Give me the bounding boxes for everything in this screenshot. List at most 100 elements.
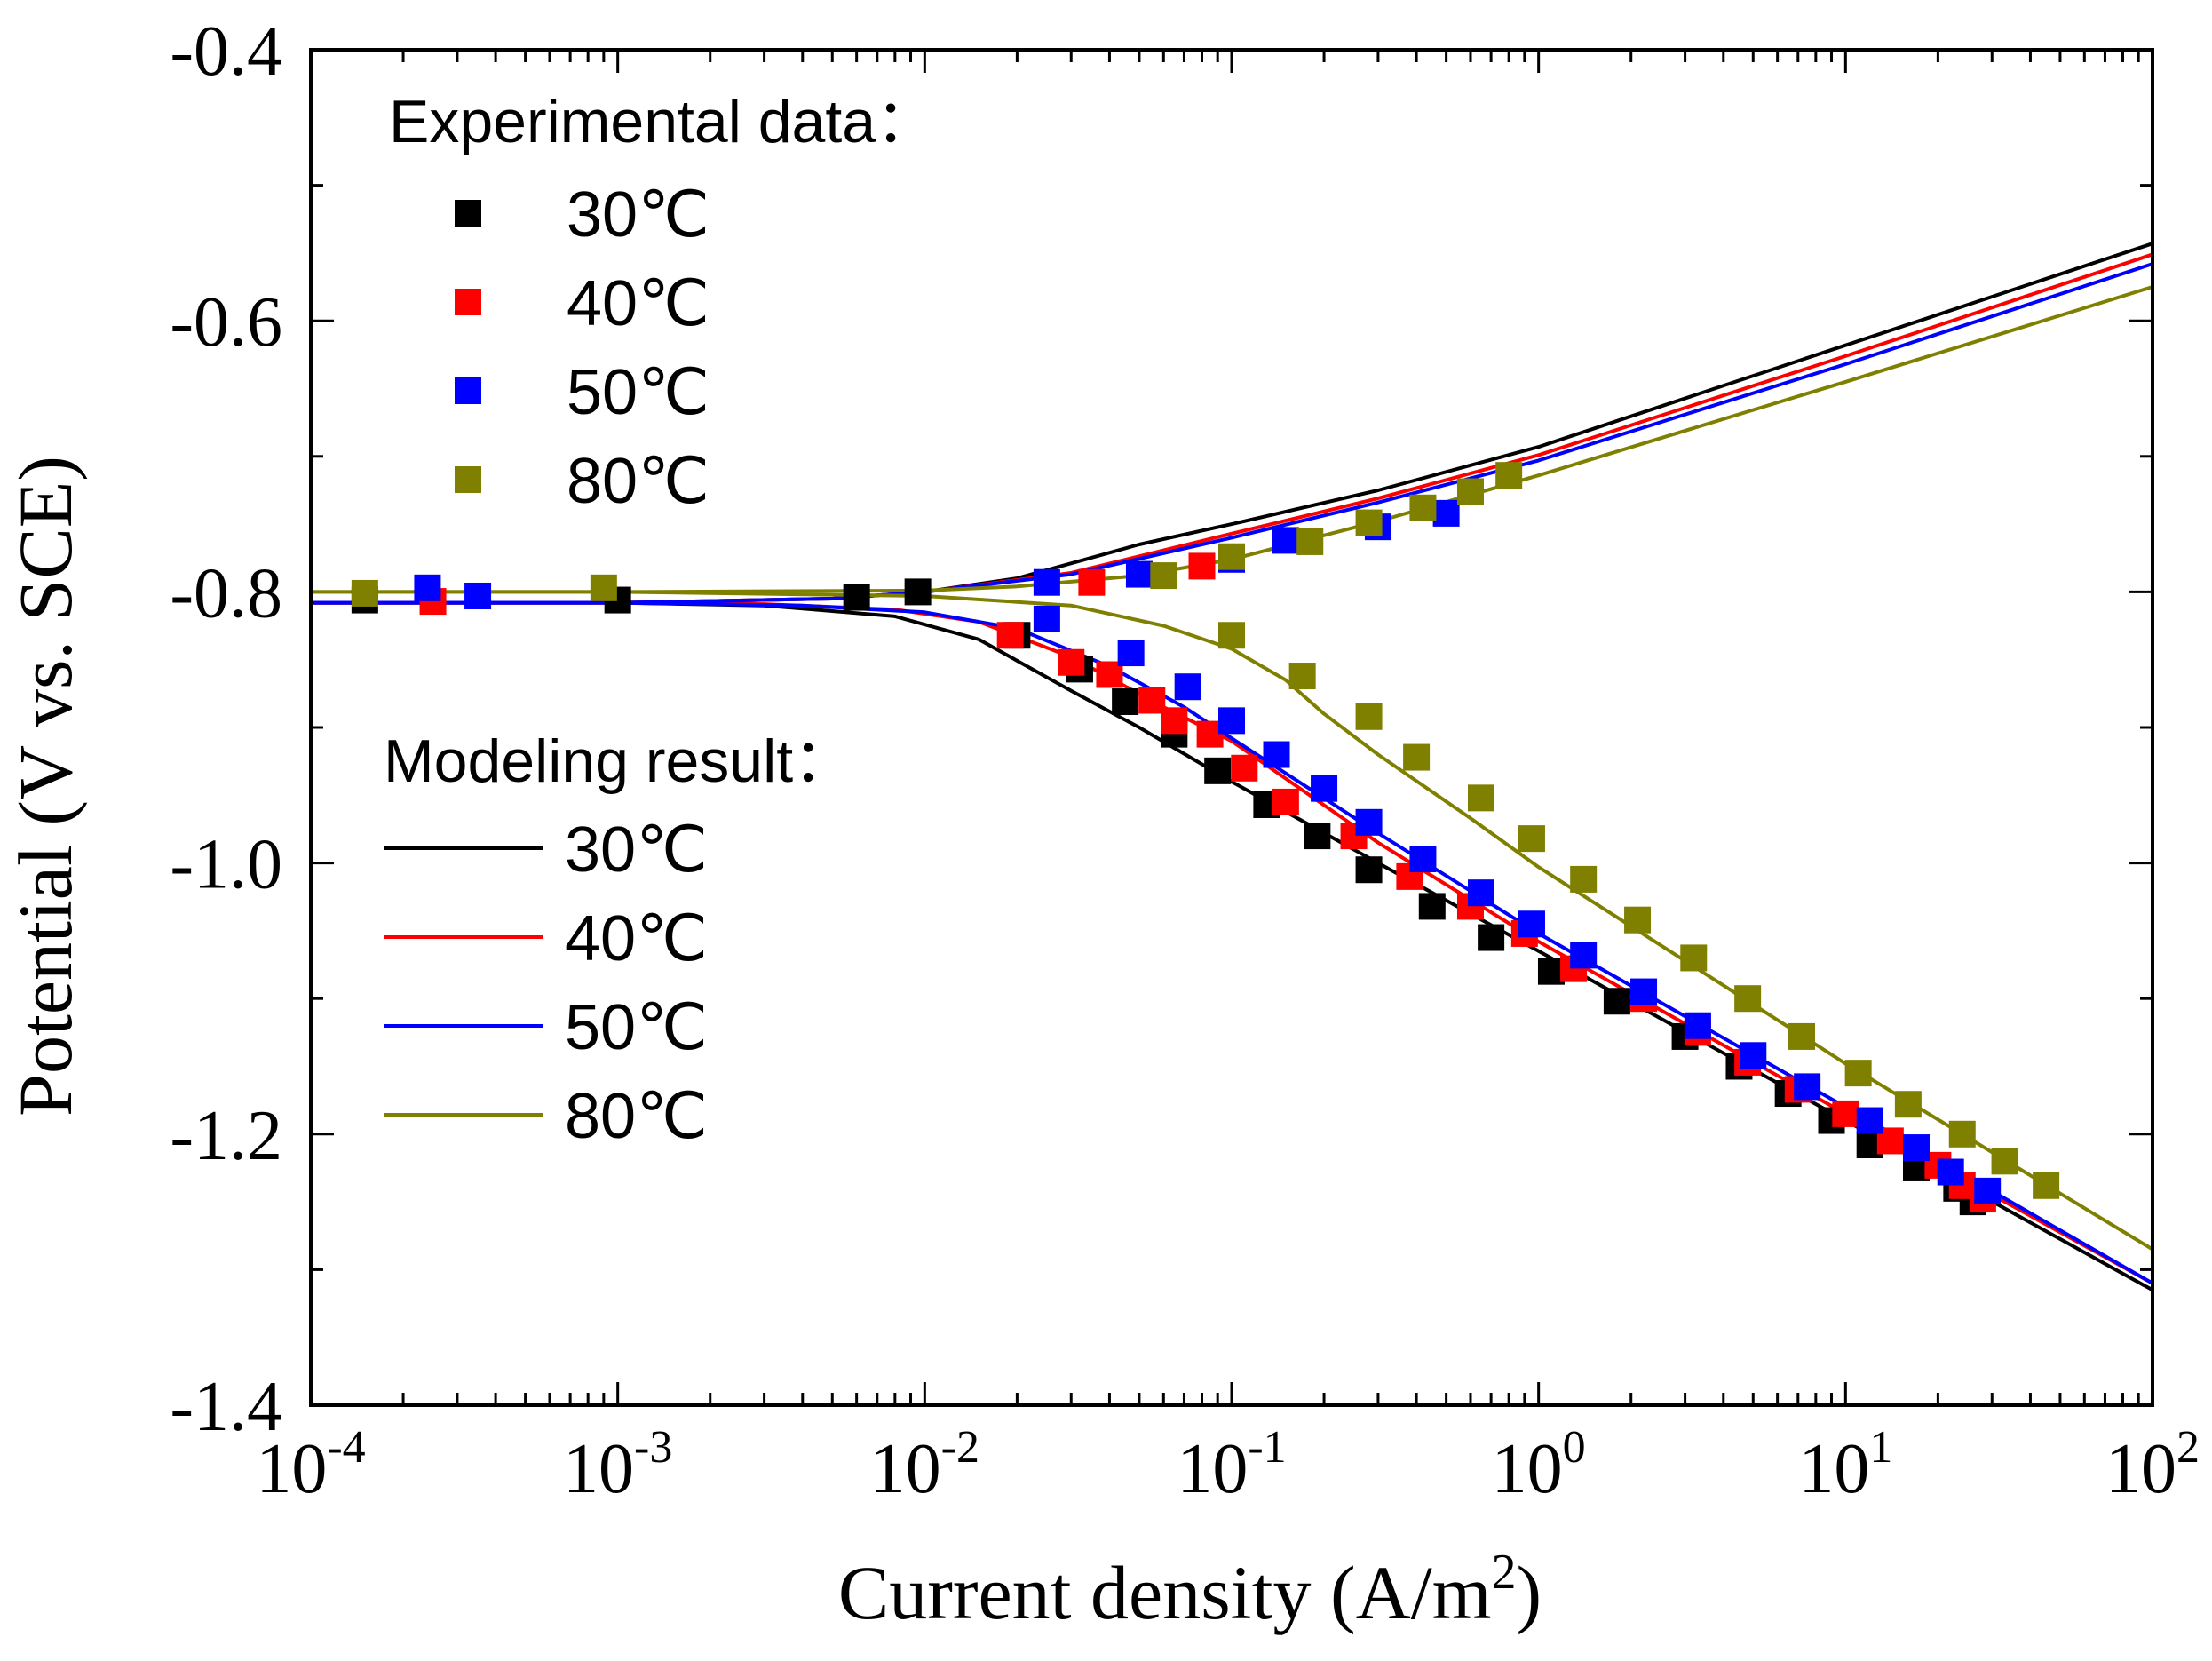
data-point-80c <box>1518 825 1545 853</box>
data-point-80c <box>1150 562 1177 590</box>
data-point-80c <box>1624 906 1652 934</box>
data-point-50c <box>1937 1158 1964 1186</box>
y-tick-label: -1.4 <box>170 1368 282 1446</box>
data-point-80c <box>1409 494 1437 521</box>
legend-label-model-30c: 30℃ <box>565 815 708 886</box>
x-tick-label: 101 <box>1798 1422 1892 1508</box>
data-point-80c <box>1218 622 1245 649</box>
data-point-30c <box>1304 823 1331 850</box>
data-point-80c <box>1355 509 1383 536</box>
data-point-50c <box>1125 560 1153 588</box>
data-point-50c <box>1432 499 1460 527</box>
legend-label-experimental-80c: 80℃ <box>567 446 710 517</box>
y-tick-label: -1.2 <box>170 1097 282 1175</box>
x-tick-label: 10-4 <box>256 1422 365 1508</box>
data-point-50c <box>1794 1073 1821 1101</box>
legend-experimental-title: Experimental data： <box>389 88 936 155</box>
data-point-80c <box>351 579 378 607</box>
data-point-80c <box>2033 1172 2060 1199</box>
data-point-50c <box>1033 605 1060 632</box>
legend-label-experimental-40c: 40℃ <box>567 268 710 339</box>
data-point-50c <box>1974 1177 2002 1204</box>
data-point-50c <box>414 574 441 601</box>
data-point-80c <box>1570 865 1598 893</box>
y-tick-label: -0.6 <box>170 283 282 362</box>
data-point-40c <box>1138 687 1166 714</box>
data-point-50c <box>1467 879 1494 907</box>
data-point-50c <box>1263 741 1290 768</box>
data-point-30c <box>1112 688 1139 716</box>
data-point-50c <box>1630 978 1658 1005</box>
plot-frame <box>309 48 2154 1407</box>
data-point-80c <box>1218 543 1245 570</box>
data-point-80c <box>1734 985 1762 1013</box>
data-point-80c <box>1355 703 1383 730</box>
data-point-50c <box>1856 1107 1883 1134</box>
data-point-30c <box>1418 893 1446 920</box>
x-tick-label: 100 <box>1492 1422 1586 1508</box>
y-tick-label: -0.8 <box>170 554 282 632</box>
data-point-80c <box>590 574 617 601</box>
data-point-50c <box>1409 846 1437 873</box>
data-point-50c <box>464 582 492 609</box>
data-point-80c <box>1288 663 1316 690</box>
legend-label-model-50c: 50℃ <box>565 992 708 1063</box>
data-point-40c <box>1832 1100 1859 1127</box>
data-point-50c <box>1174 673 1201 701</box>
x-tick-label: 102 <box>2105 1422 2200 1508</box>
data-point-80c <box>1788 1022 1816 1050</box>
data-point-30c <box>1478 924 1505 951</box>
data-point-50c <box>1033 568 1060 596</box>
x-tick-label: 10-2 <box>870 1422 979 1508</box>
data-point-40c <box>1058 648 1085 676</box>
data-point-40c <box>1231 754 1258 782</box>
data-point-30c <box>1537 958 1565 985</box>
legend-marker-40c <box>455 289 481 315</box>
legend-marker-30c <box>455 200 481 226</box>
data-point-40c <box>1272 788 1299 815</box>
data-point-50c <box>1355 808 1383 836</box>
data-point-30c <box>1603 988 1630 1015</box>
data-point-50c <box>1684 1012 1711 1039</box>
legend-label-experimental-50c: 50℃ <box>567 357 710 428</box>
x-tick-label: 10-3 <box>563 1422 672 1508</box>
data-point-80c <box>1991 1148 2018 1175</box>
data-point-30c <box>904 578 932 606</box>
axis-ticks <box>309 48 2154 1407</box>
data-point-40c <box>1078 568 1106 596</box>
model-curve-50c-anodic <box>311 262 2153 605</box>
tick-labels: 10-4 10-3 10-2 10-1 100 101 102 -0.4 -0.6 -0.8 -1.… <box>170 12 2200 1508</box>
y-tick-label: -0.4 <box>170 12 282 91</box>
data-point-30c <box>1355 856 1383 884</box>
legend: Experimental data： Modeling result： 30℃ 3… <box>384 88 936 1152</box>
legend-marker-80c <box>455 466 481 493</box>
data-point-80c <box>1495 462 1523 489</box>
data-point-50c <box>1740 1042 1767 1069</box>
x-tick-label: 10-1 <box>1177 1422 1286 1508</box>
data-point-80c <box>1844 1060 1872 1087</box>
data-point-80c <box>1296 528 1324 555</box>
data-point-50c <box>1902 1134 1930 1162</box>
y-axis-label: Potential (V vs. SCE) <box>3 456 88 1117</box>
data-point-50c <box>1570 942 1598 969</box>
legend-label-model-40c: 40℃ <box>565 903 708 974</box>
data-point-40c <box>1188 552 1216 580</box>
y-tick-label: -1.0 <box>170 826 282 904</box>
experimental-points <box>351 462 2060 1216</box>
data-point-50c <box>1218 707 1245 735</box>
legend-marker-50c <box>455 378 481 404</box>
legend-model-title: Modeling result： <box>384 727 853 795</box>
data-point-80c <box>1456 478 1484 505</box>
data-point-50c <box>1311 775 1338 802</box>
data-point-50c <box>1518 910 1545 938</box>
legend-label-model-80c: 80℃ <box>565 1081 708 1152</box>
data-point-80c <box>1948 1120 1976 1148</box>
x-axis-label: Current density (A/m2) <box>838 1545 1542 1635</box>
data-point-80c <box>1467 784 1494 812</box>
data-point-30c <box>1204 757 1232 784</box>
data-point-50c <box>1117 640 1145 667</box>
data-point-80c <box>1894 1091 1922 1118</box>
data-point-30c <box>843 584 870 611</box>
